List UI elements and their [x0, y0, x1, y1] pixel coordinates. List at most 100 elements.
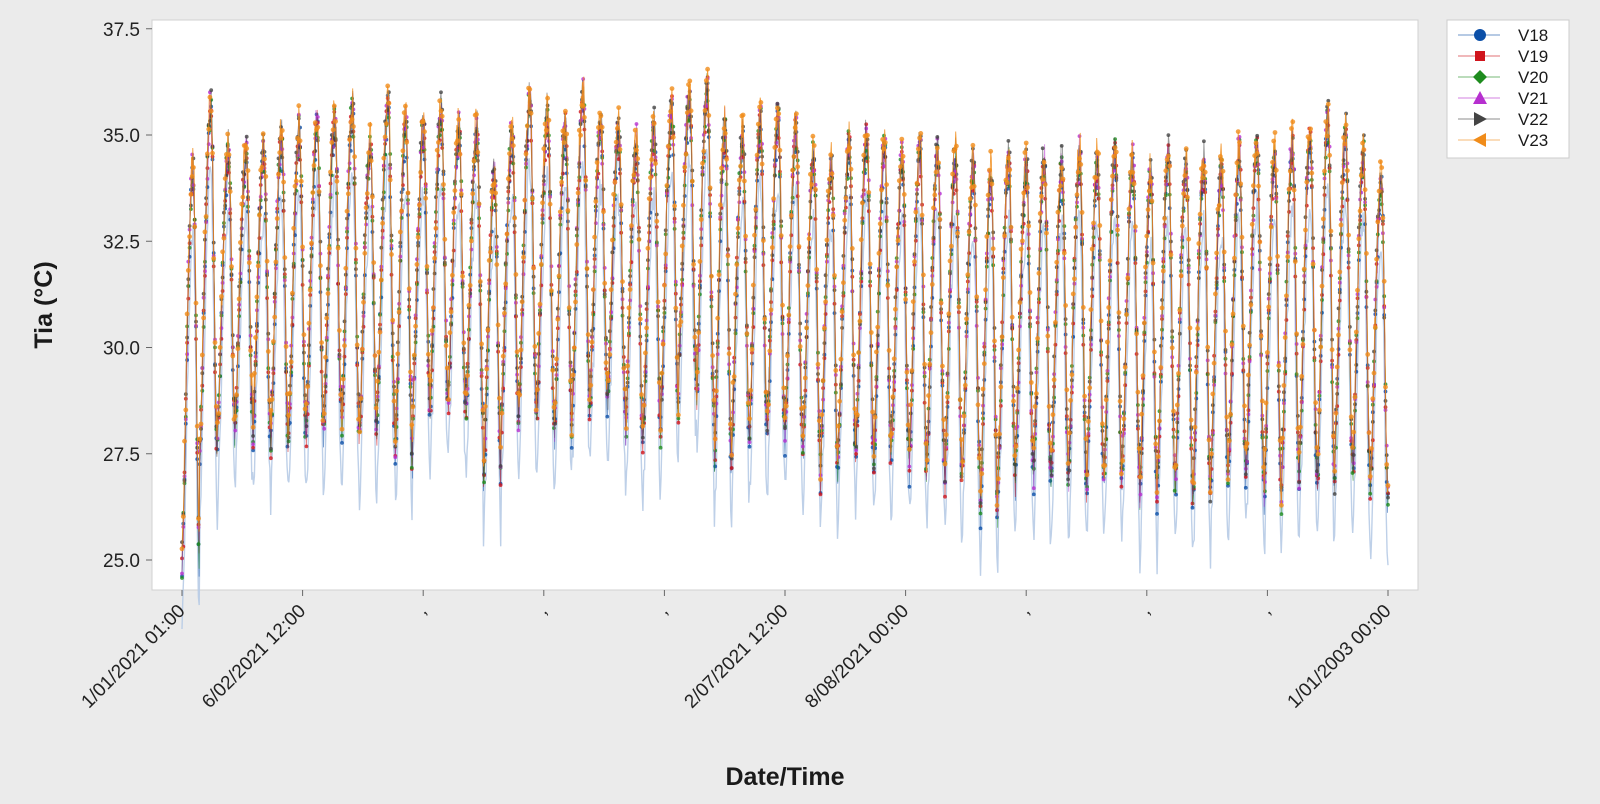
point-V23 — [347, 137, 352, 143]
point-V22 — [323, 384, 328, 389]
point-V18 — [427, 412, 432, 417]
point-V21 — [634, 122, 639, 126]
point-V23 — [281, 179, 286, 185]
point-V23 — [408, 369, 413, 375]
point-V23 — [409, 422, 415, 428]
point-V22 — [807, 250, 811, 255]
point-V19 — [374, 432, 379, 436]
point-V20 — [591, 312, 596, 317]
point-V22 — [738, 135, 743, 140]
point-V22 — [1336, 306, 1341, 311]
point-V18 — [907, 484, 912, 489]
point-V22 — [1166, 133, 1171, 138]
point-V23 — [188, 192, 194, 197]
point-V18 — [605, 414, 610, 419]
point-V23 — [328, 169, 333, 175]
point-V23 — [372, 353, 378, 358]
point-V22 — [1287, 199, 1291, 203]
point-V23 — [451, 210, 457, 215]
point-V21 — [398, 254, 403, 259]
point-V21 — [203, 269, 207, 274]
point-V22 — [1289, 158, 1294, 163]
point-V23 — [413, 323, 418, 329]
point-V23 — [460, 273, 465, 279]
point-V20 — [1323, 155, 1328, 160]
point-V22 — [935, 135, 940, 139]
point-V22 — [1012, 462, 1017, 467]
point-V20 — [1279, 512, 1284, 516]
point-V19 — [446, 411, 451, 416]
point-V23 — [179, 546, 185, 552]
point-V22 — [906, 428, 910, 433]
point-V22 — [1048, 457, 1053, 461]
point-V21 — [1303, 243, 1308, 248]
point-V21 — [1051, 434, 1055, 439]
point-V23 — [334, 178, 340, 184]
point-V23 — [446, 397, 451, 402]
point-V20 — [733, 331, 738, 336]
point-V23 — [342, 343, 347, 349]
point-V23 — [291, 225, 297, 231]
point-V22 — [772, 173, 777, 178]
point-V19 — [943, 494, 947, 499]
point-V23 — [274, 216, 280, 221]
point-V23 — [318, 263, 323, 269]
point-V23 — [192, 224, 198, 230]
point-V19 — [1190, 501, 1195, 506]
point-V22 — [1255, 133, 1260, 138]
point-V22 — [666, 167, 671, 171]
point-V21 — [1374, 285, 1379, 289]
point-V23 — [422, 129, 427, 135]
point-V20 — [464, 416, 469, 421]
point-V23 — [268, 408, 274, 413]
point-V22 — [409, 451, 414, 456]
point-V22 — [1230, 358, 1234, 363]
point-V21 — [432, 241, 437, 245]
point-V22 — [931, 235, 936, 240]
point-V23 — [290, 290, 295, 296]
point-V21 — [1122, 431, 1126, 436]
point-V22 — [1016, 368, 1021, 373]
point-V23 — [333, 119, 338, 124]
point-V22 — [747, 437, 752, 441]
point-V22 — [613, 170, 617, 175]
point-V22 — [182, 478, 187, 483]
point-V23 — [236, 296, 242, 302]
point-V23 — [456, 117, 462, 122]
point-V23 — [337, 328, 342, 333]
point-V23 — [428, 378, 434, 383]
point-V22 — [968, 205, 973, 210]
point-V23 — [424, 264, 430, 269]
point-V23 — [197, 436, 203, 442]
point-V22 — [1313, 430, 1318, 435]
point-V22 — [379, 245, 384, 250]
point-V23 — [368, 158, 374, 164]
point-V21 — [609, 310, 613, 315]
point-V20 — [877, 291, 881, 296]
point-V23 — [358, 396, 364, 401]
point-V22 — [605, 392, 610, 397]
point-V22 — [1021, 203, 1026, 207]
point-V23 — [400, 148, 406, 154]
point-V23 — [311, 163, 317, 168]
point-V23 — [245, 168, 251, 174]
point-V21 — [274, 266, 278, 271]
point-V22 — [1332, 492, 1337, 496]
point-V22 — [767, 328, 772, 332]
point-V22 — [1030, 452, 1035, 456]
point-V22 — [842, 230, 847, 235]
point-V20 — [506, 208, 511, 213]
point-V23 — [351, 124, 356, 129]
point-V18 — [285, 444, 290, 449]
point-V20 — [800, 451, 805, 455]
point-V19 — [269, 456, 273, 461]
point-V23 — [301, 332, 307, 338]
point-V23 — [196, 516, 201, 521]
point-V23 — [199, 352, 205, 358]
point-V22 — [1270, 172, 1275, 177]
point-V22 — [1280, 427, 1285, 432]
point-V23 — [252, 371, 257, 376]
point-V23 — [367, 122, 373, 127]
point-V21 — [251, 442, 256, 447]
